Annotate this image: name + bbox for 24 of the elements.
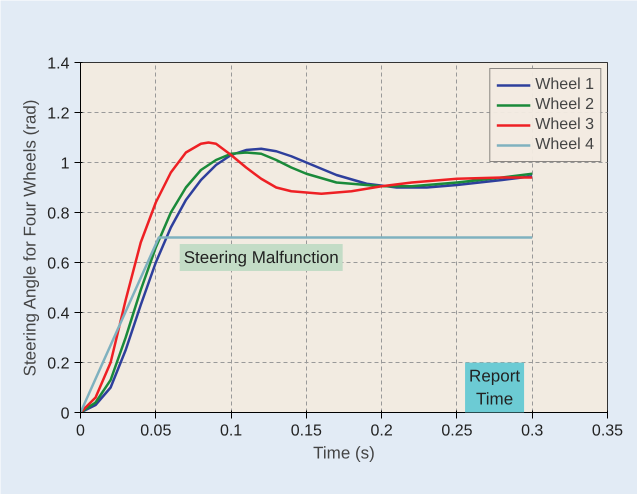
annotation: Steering Malfunction [184,248,339,267]
x-tick-label: 0.15 [290,422,322,440]
x-tick-label: 0.1 [220,422,242,440]
y-tick-label: 0.2 [47,356,70,372]
x-tick-label: 0.3 [521,422,544,440]
x-tick-label: 0.2 [370,422,393,440]
y-tick-label: 0.8 [47,206,70,222]
annotation: Report Time [469,366,520,408]
x-tick-label: 0.25 [441,422,473,440]
y-axis-title: Steering Angle for Four Wheels (rad) [20,100,40,376]
legend-label: Wheel 3 [535,116,594,134]
y-tick-label: 0.4 [47,306,70,322]
x-tick-label: 0.35 [592,422,624,440]
y-tick-label: 0.6 [47,256,70,272]
x-tick-label: 0.05 [140,422,172,440]
x-tick-label: 0 [76,422,86,440]
y-tick-label: 1.4 [47,56,70,72]
y-tick-label: 1.2 [47,106,70,122]
legend-label: Wheel 2 [535,96,594,114]
x-axis-title: Time (s) [313,444,375,462]
legend-label: Wheel 4 [535,136,594,154]
y-tick-label: 1 [60,156,70,172]
y-tick-label: 0 [60,406,70,422]
legend-label: Wheel 1 [535,76,594,94]
